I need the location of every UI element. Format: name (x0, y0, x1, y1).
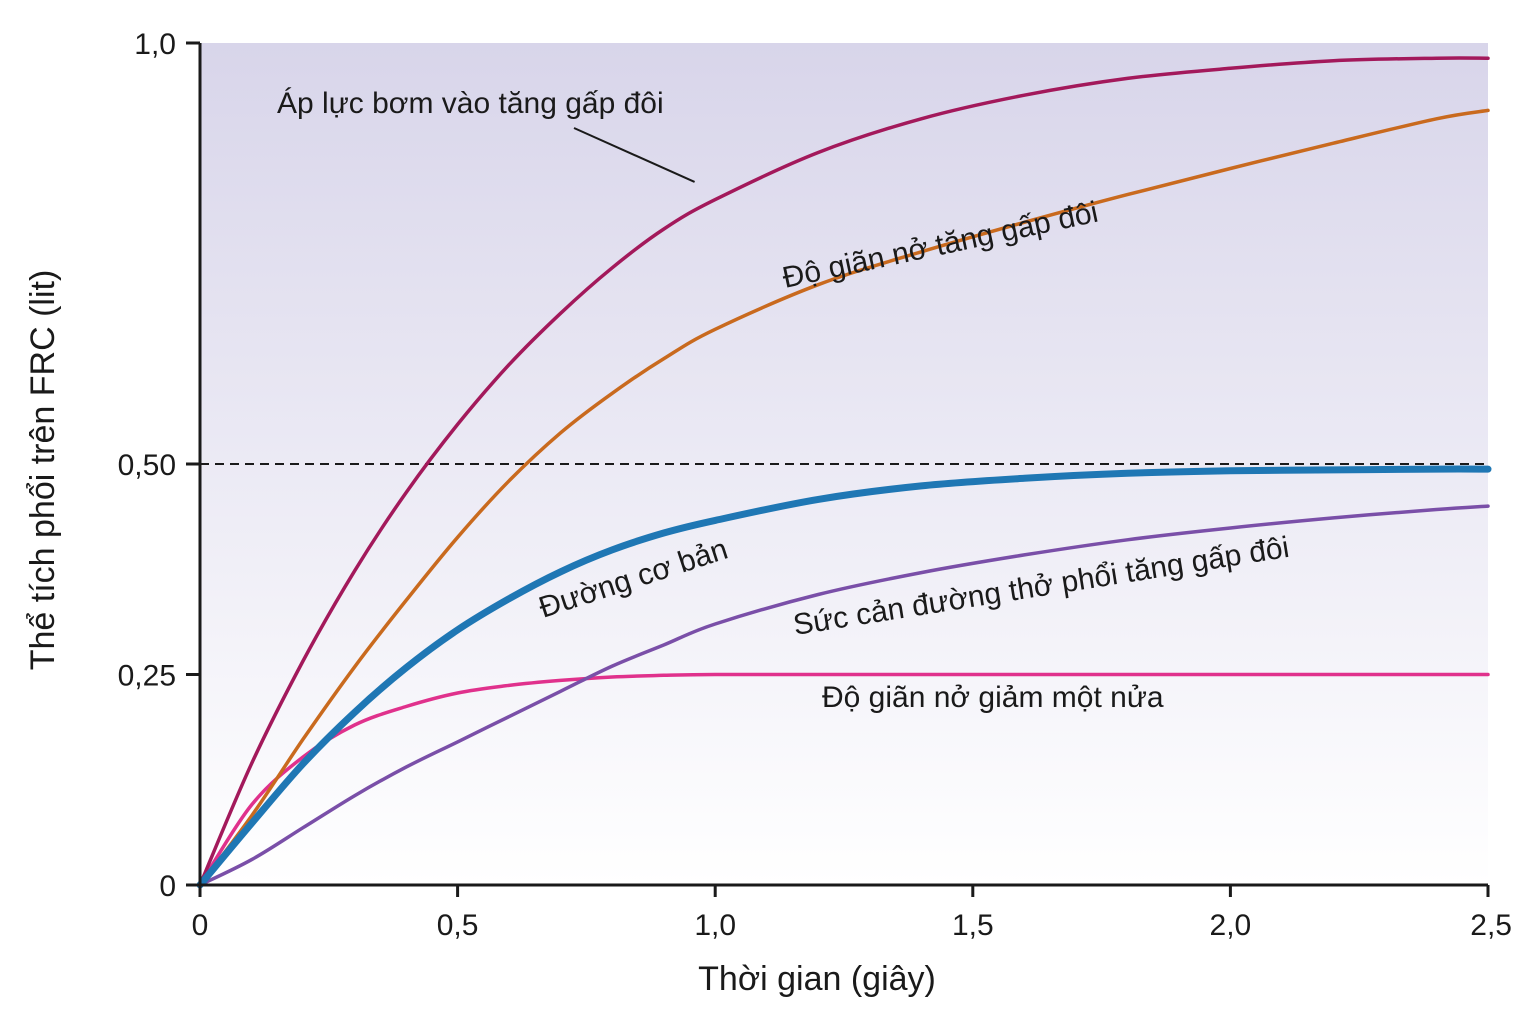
x-tick-label: 0 (192, 909, 209, 942)
series-layer (196, 56, 1492, 889)
leader-line-ap-luc (573, 127, 696, 183)
label-ap-luc-bom-vao: Áp lực bơm vào tăng gấp đôi (277, 87, 664, 120)
y-axis-title: Thể tích phổi trên FRC (lit) (24, 270, 62, 671)
x-axis-title: Thời gian (giây) (698, 960, 936, 998)
y-tick-label: 0 (159, 870, 176, 903)
series-line (198, 672, 1490, 887)
label-do-gian-no-giam: Độ giãn nở giảm một nửa (822, 681, 1164, 714)
series-line (198, 108, 1490, 887)
x-tick-label: 1,0 (694, 909, 736, 942)
y-tick-label: 1,0 (134, 28, 176, 61)
y-tick-label: 0,25 (118, 660, 176, 693)
tick-layer: 0 0,5 1,0 1,5 2,0 2,5 0 0,25 0,50 1,0 (118, 28, 1512, 942)
series-line (198, 504, 1490, 887)
series-line (198, 56, 1490, 887)
x-tick-label: 2,5 (1470, 909, 1512, 942)
series-line (196, 465, 1492, 889)
x-tick-label: 0,5 (437, 909, 479, 942)
x-tick-label: 1,5 (952, 909, 994, 942)
x-tick-label: 2,0 (1210, 909, 1252, 942)
plot-background (200, 43, 1488, 885)
y-tick-label: 0,50 (118, 449, 176, 482)
